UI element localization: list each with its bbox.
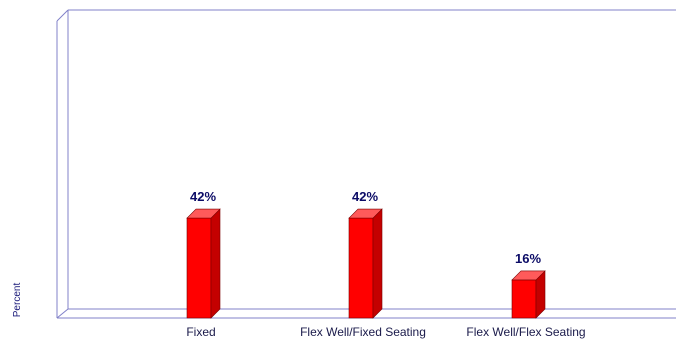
bar-1 bbox=[186, 208, 221, 319]
bar-side-face bbox=[210, 208, 221, 319]
chart-bars bbox=[186, 208, 546, 319]
bar-top-face bbox=[186, 208, 221, 219]
side-wall-top-edge bbox=[56, 9, 69, 22]
data-label: 16% bbox=[515, 251, 541, 266]
bar-front-face bbox=[511, 279, 537, 319]
x-tick-label: Fixed bbox=[186, 325, 215, 339]
bar-3 bbox=[511, 270, 546, 319]
chart-labels: 42% Fixed 42% Flex Well/Fixed Seating 16% Fle… bbox=[186, 189, 585, 339]
y-axis-label: Percent bbox=[12, 283, 23, 318]
x-tick-label: Flex Well/Flex Seating bbox=[466, 325, 585, 339]
x-tick-label: Flex Well/Fixed Seating bbox=[300, 325, 426, 339]
data-label: 42% bbox=[352, 189, 378, 204]
bar-top-face bbox=[511, 270, 546, 281]
data-label: 42% bbox=[190, 189, 216, 204]
floor-left-edge bbox=[56, 308, 69, 319]
bar-2 bbox=[348, 208, 383, 319]
bar-front-face bbox=[348, 217, 374, 319]
bar-side-face bbox=[372, 208, 383, 319]
bar-front-face bbox=[186, 217, 212, 319]
bar-top-face bbox=[348, 208, 383, 219]
